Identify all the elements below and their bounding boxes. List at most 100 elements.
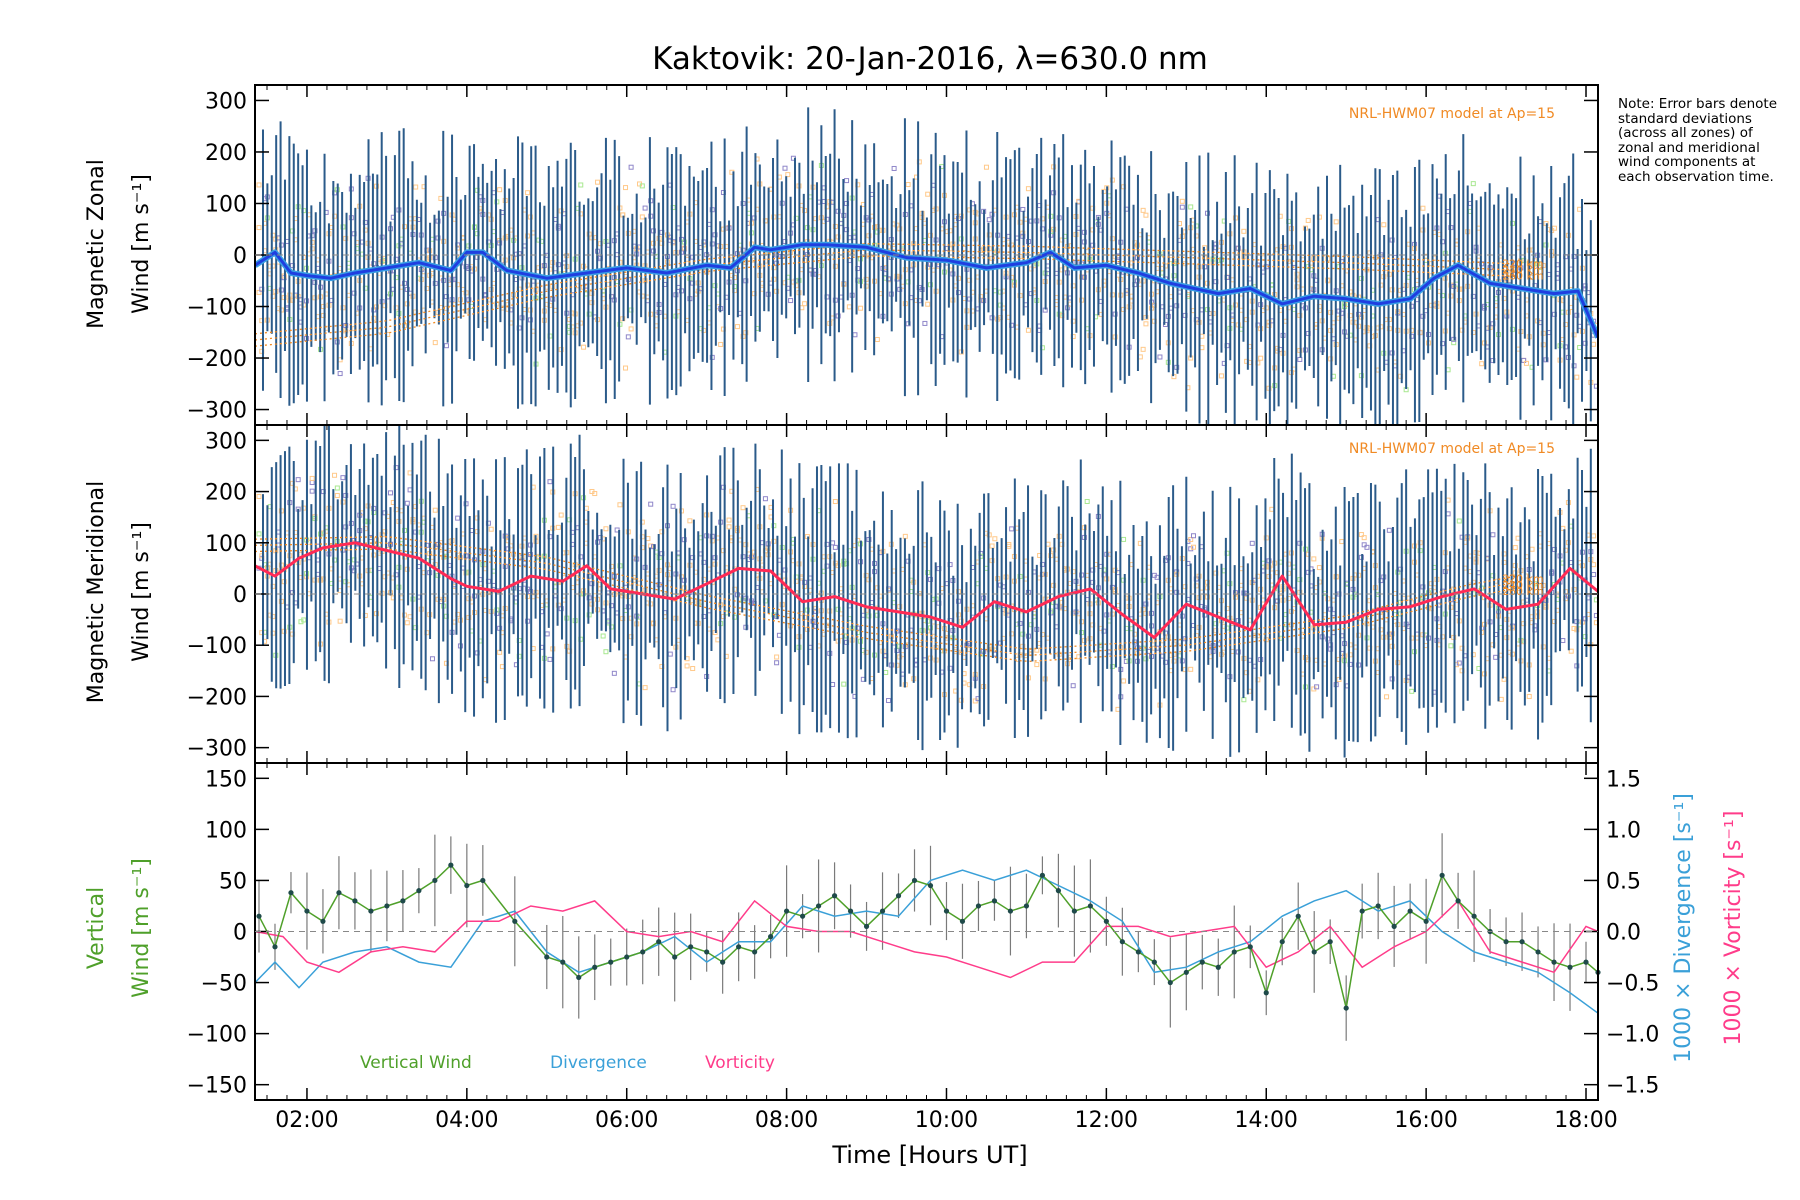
vertical-wind-point xyxy=(959,918,966,924)
meridional-model-altitude: 260 km xyxy=(1502,585,1544,598)
zonal-scatter-point xyxy=(846,304,852,310)
zonal-scatter-point xyxy=(595,179,601,185)
zonal-scatter-point xyxy=(1591,341,1597,347)
meridional-scatter-point xyxy=(883,669,889,675)
vertical-wind-point xyxy=(1519,939,1525,945)
zonal-scatter-point xyxy=(905,182,911,188)
meridional-scatter-point xyxy=(648,501,654,507)
vertical-wind-point xyxy=(336,890,342,896)
meridional-scatter-point xyxy=(1364,544,1370,550)
zonal-scatter-point xyxy=(413,184,419,190)
vertical-wind-point xyxy=(975,903,982,909)
zonal-scatter-point xyxy=(256,289,262,295)
vertical-wind-point xyxy=(288,890,294,896)
zonal-ytick-label: 300 xyxy=(205,89,247,114)
meridional-ytick-label: −200 xyxy=(187,685,247,710)
vertical-wind-point xyxy=(656,939,662,945)
vertical-wind-point xyxy=(831,893,838,899)
meridional-scatter-point xyxy=(432,507,438,513)
meridional-scatter-point xyxy=(332,472,338,478)
meridional-scatter-point xyxy=(309,488,315,494)
meridional-scatter-point xyxy=(1339,539,1345,545)
meridional-scatter-point xyxy=(989,543,995,549)
meridional-scatter-point xyxy=(740,505,746,511)
vertical-y2tick-label: 1.0 xyxy=(1606,818,1641,843)
zonal-scatter-point xyxy=(642,205,648,211)
meridional-scatter-point xyxy=(547,656,553,662)
vertical-wind-point xyxy=(560,959,566,965)
meridional-scatter-point xyxy=(726,524,732,530)
vertical-wind-point xyxy=(784,908,790,914)
vertical-wind-point xyxy=(1039,872,1046,878)
meridional-scatter-point xyxy=(256,531,262,537)
vertical-wind-point xyxy=(879,908,886,914)
vertical-wind-point xyxy=(1007,908,1014,914)
zonal-scatter-point xyxy=(1258,355,1264,361)
vertical-ytick-label: −150 xyxy=(187,1074,247,1099)
x-axis-label: Time [Hours UT] xyxy=(831,1141,1027,1169)
vertical-ytick-label: 100 xyxy=(205,818,247,843)
meridional-scatter-point xyxy=(334,493,340,499)
meridional-scatter-point xyxy=(1512,545,1518,551)
meridional-scatter-point xyxy=(1593,613,1598,619)
zonal-scatter-point xyxy=(858,305,864,311)
meridional-scatter-point xyxy=(1121,678,1127,684)
panel-vertical: 150 100 50 0 −50 −100 −150 1.5 1.0 0.5 0.0 −0.5 −1.0… xyxy=(84,762,1746,1101)
vertical-wind-point xyxy=(1135,949,1141,955)
zonal-mean-wind-line xyxy=(255,243,1598,338)
meridional-scatter-point xyxy=(762,496,768,502)
zonal-scatter-point xyxy=(1521,357,1527,363)
zonal-scatter-point xyxy=(734,324,740,330)
vertical-wind-point xyxy=(1567,964,1573,970)
zonal-scatter-point xyxy=(578,182,584,188)
meridional-scatter-point xyxy=(684,663,690,669)
meridional-scatter-point xyxy=(1361,535,1367,541)
meridional-model-altitude: 240 km xyxy=(1502,579,1544,592)
meridional-scatter-point xyxy=(670,687,676,693)
meridional-scatter-point xyxy=(832,544,838,550)
meridional-scatter-point xyxy=(1591,533,1597,539)
meridional-scatter-point xyxy=(1084,498,1090,504)
zonal-scatter-point xyxy=(891,165,897,171)
vertical-wind-point xyxy=(384,903,390,909)
zonal-scatter-point xyxy=(628,164,634,170)
vertical-ytick-label: 0 xyxy=(233,921,247,946)
meridional-scatter-point xyxy=(603,526,609,532)
error-bar-note: Note: Error bars denote standard deviati… xyxy=(1618,96,1778,185)
meridional-scatter-point xyxy=(1593,620,1598,626)
meridional-axes: 300 200 100 0 −100 −200 −300 xyxy=(187,424,1599,764)
meridional-scatter-point xyxy=(1191,533,1197,539)
zonal-ytick-label: −200 xyxy=(187,347,247,372)
zonal-model-curve xyxy=(255,255,1519,347)
vertical-wind-point xyxy=(432,877,438,884)
zonal-scatter-point xyxy=(1025,186,1031,192)
meridional-ytick-label: 100 xyxy=(205,532,247,557)
vertical-wind-point xyxy=(688,944,694,950)
vertical-wind-point xyxy=(400,898,406,904)
meridional-scatter-point xyxy=(1493,654,1499,660)
meridional-scatter-point xyxy=(670,503,676,509)
meridional-scatter-point xyxy=(617,502,623,508)
zonal-mean-wind xyxy=(255,241,1598,339)
vertical-wind-point xyxy=(736,944,742,950)
vertical-wind-point xyxy=(272,944,278,950)
zonal-scatter-point xyxy=(625,334,631,340)
zonal-scatter-point xyxy=(256,182,262,188)
x-tick-label: 18:00 xyxy=(1554,1108,1617,1133)
x-tick-label: 04:00 xyxy=(435,1108,498,1133)
legend-divergence: Divergence xyxy=(550,1053,647,1073)
chart-title: Kaktovik: 20-Jan-2016, λ=630.0 nm xyxy=(652,41,1208,77)
zonal-scatter-point xyxy=(1140,207,1146,213)
meridional-ytick-label: 0 xyxy=(233,583,247,608)
zonal-scatter-point xyxy=(785,172,791,178)
meridional-scatter-point xyxy=(547,479,553,485)
zonal-scatter-point xyxy=(639,214,645,220)
zonal-scatter-point xyxy=(1143,321,1149,327)
meridional-scatter-point xyxy=(1501,676,1507,682)
vertical-wind-point xyxy=(1183,969,1189,975)
vertical-wind-point xyxy=(1279,939,1285,945)
zonal-scatter-point xyxy=(718,341,724,347)
vertical-wind-point xyxy=(1583,959,1589,965)
